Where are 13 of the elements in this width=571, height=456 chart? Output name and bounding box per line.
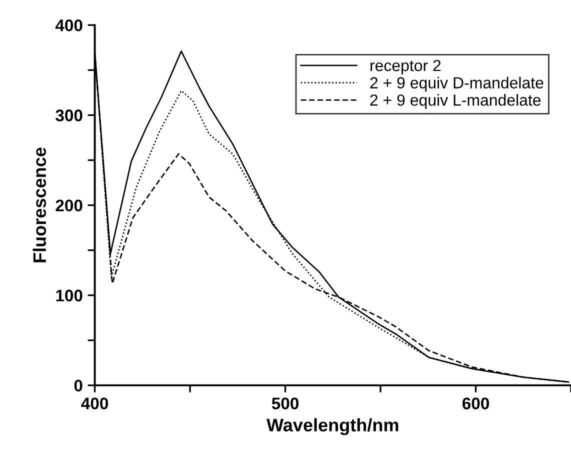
x-tick-label: 400 bbox=[81, 398, 108, 410]
x-tick-label: 500 bbox=[272, 398, 298, 410]
y-tick-label: 400 bbox=[55, 19, 82, 32]
y-tick-label: 0 bbox=[74, 380, 82, 392]
legend-label: receptor 2 bbox=[370, 60, 441, 74]
y-tick-label: 300 bbox=[56, 110, 82, 122]
legend-label: 2 + 9 equiv L-mandelate bbox=[370, 94, 541, 109]
y-axis-title: Fluorescence bbox=[32, 148, 46, 262]
y-tick-label: 100 bbox=[56, 290, 82, 302]
y-tick-label: 200 bbox=[56, 200, 82, 212]
legend-label: 2 + 9 equiv D-mandelate bbox=[370, 76, 544, 92]
x-axis-title: Wavelength/nm bbox=[266, 418, 398, 436]
x-tick-label: 600 bbox=[462, 398, 489, 410]
